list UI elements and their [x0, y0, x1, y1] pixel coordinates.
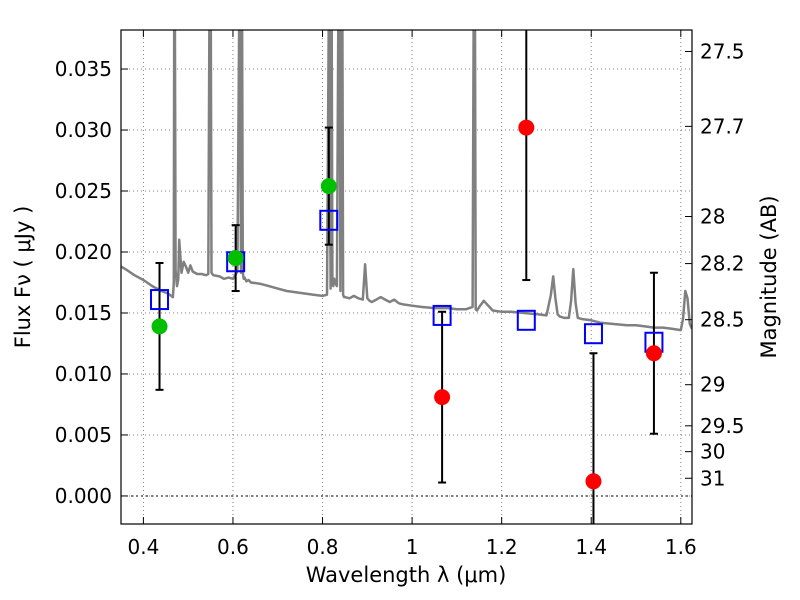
infrared-point	[645, 345, 662, 362]
y2-tick-label: 28	[700, 205, 725, 229]
model-flux-square	[150, 289, 170, 311]
model-flux-square	[583, 323, 603, 345]
y2-axis-label: Magnitude (AB)	[757, 195, 781, 358]
model-flux-square	[432, 304, 452, 326]
y-tick-labels: 0.000 0.005 0.010 0.015 0.020 0.025 0.030 0.035	[55, 57, 112, 508]
model-flux-square	[516, 309, 536, 331]
infrared-point	[434, 389, 451, 406]
y2-tick-label: 27.7	[700, 114, 745, 138]
x-tick-label: 0.6	[217, 535, 249, 559]
error-bars	[155, 30, 658, 524]
optical-point	[227, 250, 244, 267]
y2-tick-label: 30	[700, 440, 725, 464]
x-tick-label: 1.4	[575, 535, 607, 559]
y-tick-label: 0.000	[55, 484, 112, 508]
model-flux-squares	[150, 209, 664, 353]
y-tick-label: 0.020	[55, 240, 112, 264]
x-tick-label: 0.4	[127, 535, 159, 559]
plot-frame	[120, 29, 693, 525]
optical-point	[151, 318, 168, 335]
y-tick-label: 0.010	[55, 362, 112, 386]
infrared-point	[518, 119, 535, 136]
y2-tick-label: 29	[700, 373, 725, 397]
y-tick-label: 0.035	[55, 57, 112, 81]
y-tick-label: 0.005	[55, 423, 112, 447]
x-axis-label: Wavelength λ (μm)	[306, 563, 507, 587]
y2-tick-label: 29.5	[700, 414, 745, 438]
observed-points	[151, 119, 662, 490]
infrared-point	[585, 473, 602, 490]
model-flux-square	[319, 209, 339, 231]
optical-point	[320, 178, 337, 195]
y2-tick-label: 28.2	[700, 252, 745, 276]
grid	[121, 30, 692, 524]
spectrum-series	[121, 30, 692, 332]
axis-ticks	[121, 30, 692, 524]
x-tick-label: 1.2	[486, 535, 518, 559]
y2-tick-label: 28.5	[700, 308, 745, 332]
y-axis-label: Flux Fν ( μJy )	[11, 206, 35, 349]
y-tick-label: 0.015	[55, 301, 112, 325]
x-tick-labels: 0.4 0.6 0.8 1 1.2 1.4 1.6	[127, 535, 696, 559]
x-tick-label: 1	[406, 535, 419, 559]
y-tick-label: 0.025	[55, 179, 112, 203]
x-tick-label: 1.6	[665, 535, 697, 559]
y2-tick-label: 27.5	[700, 39, 745, 63]
spectrum-line	[121, 30, 692, 332]
y-tick-label: 0.030	[55, 118, 112, 142]
y2-tick-label: 31	[700, 466, 725, 490]
x-tick-label: 0.8	[307, 535, 339, 559]
